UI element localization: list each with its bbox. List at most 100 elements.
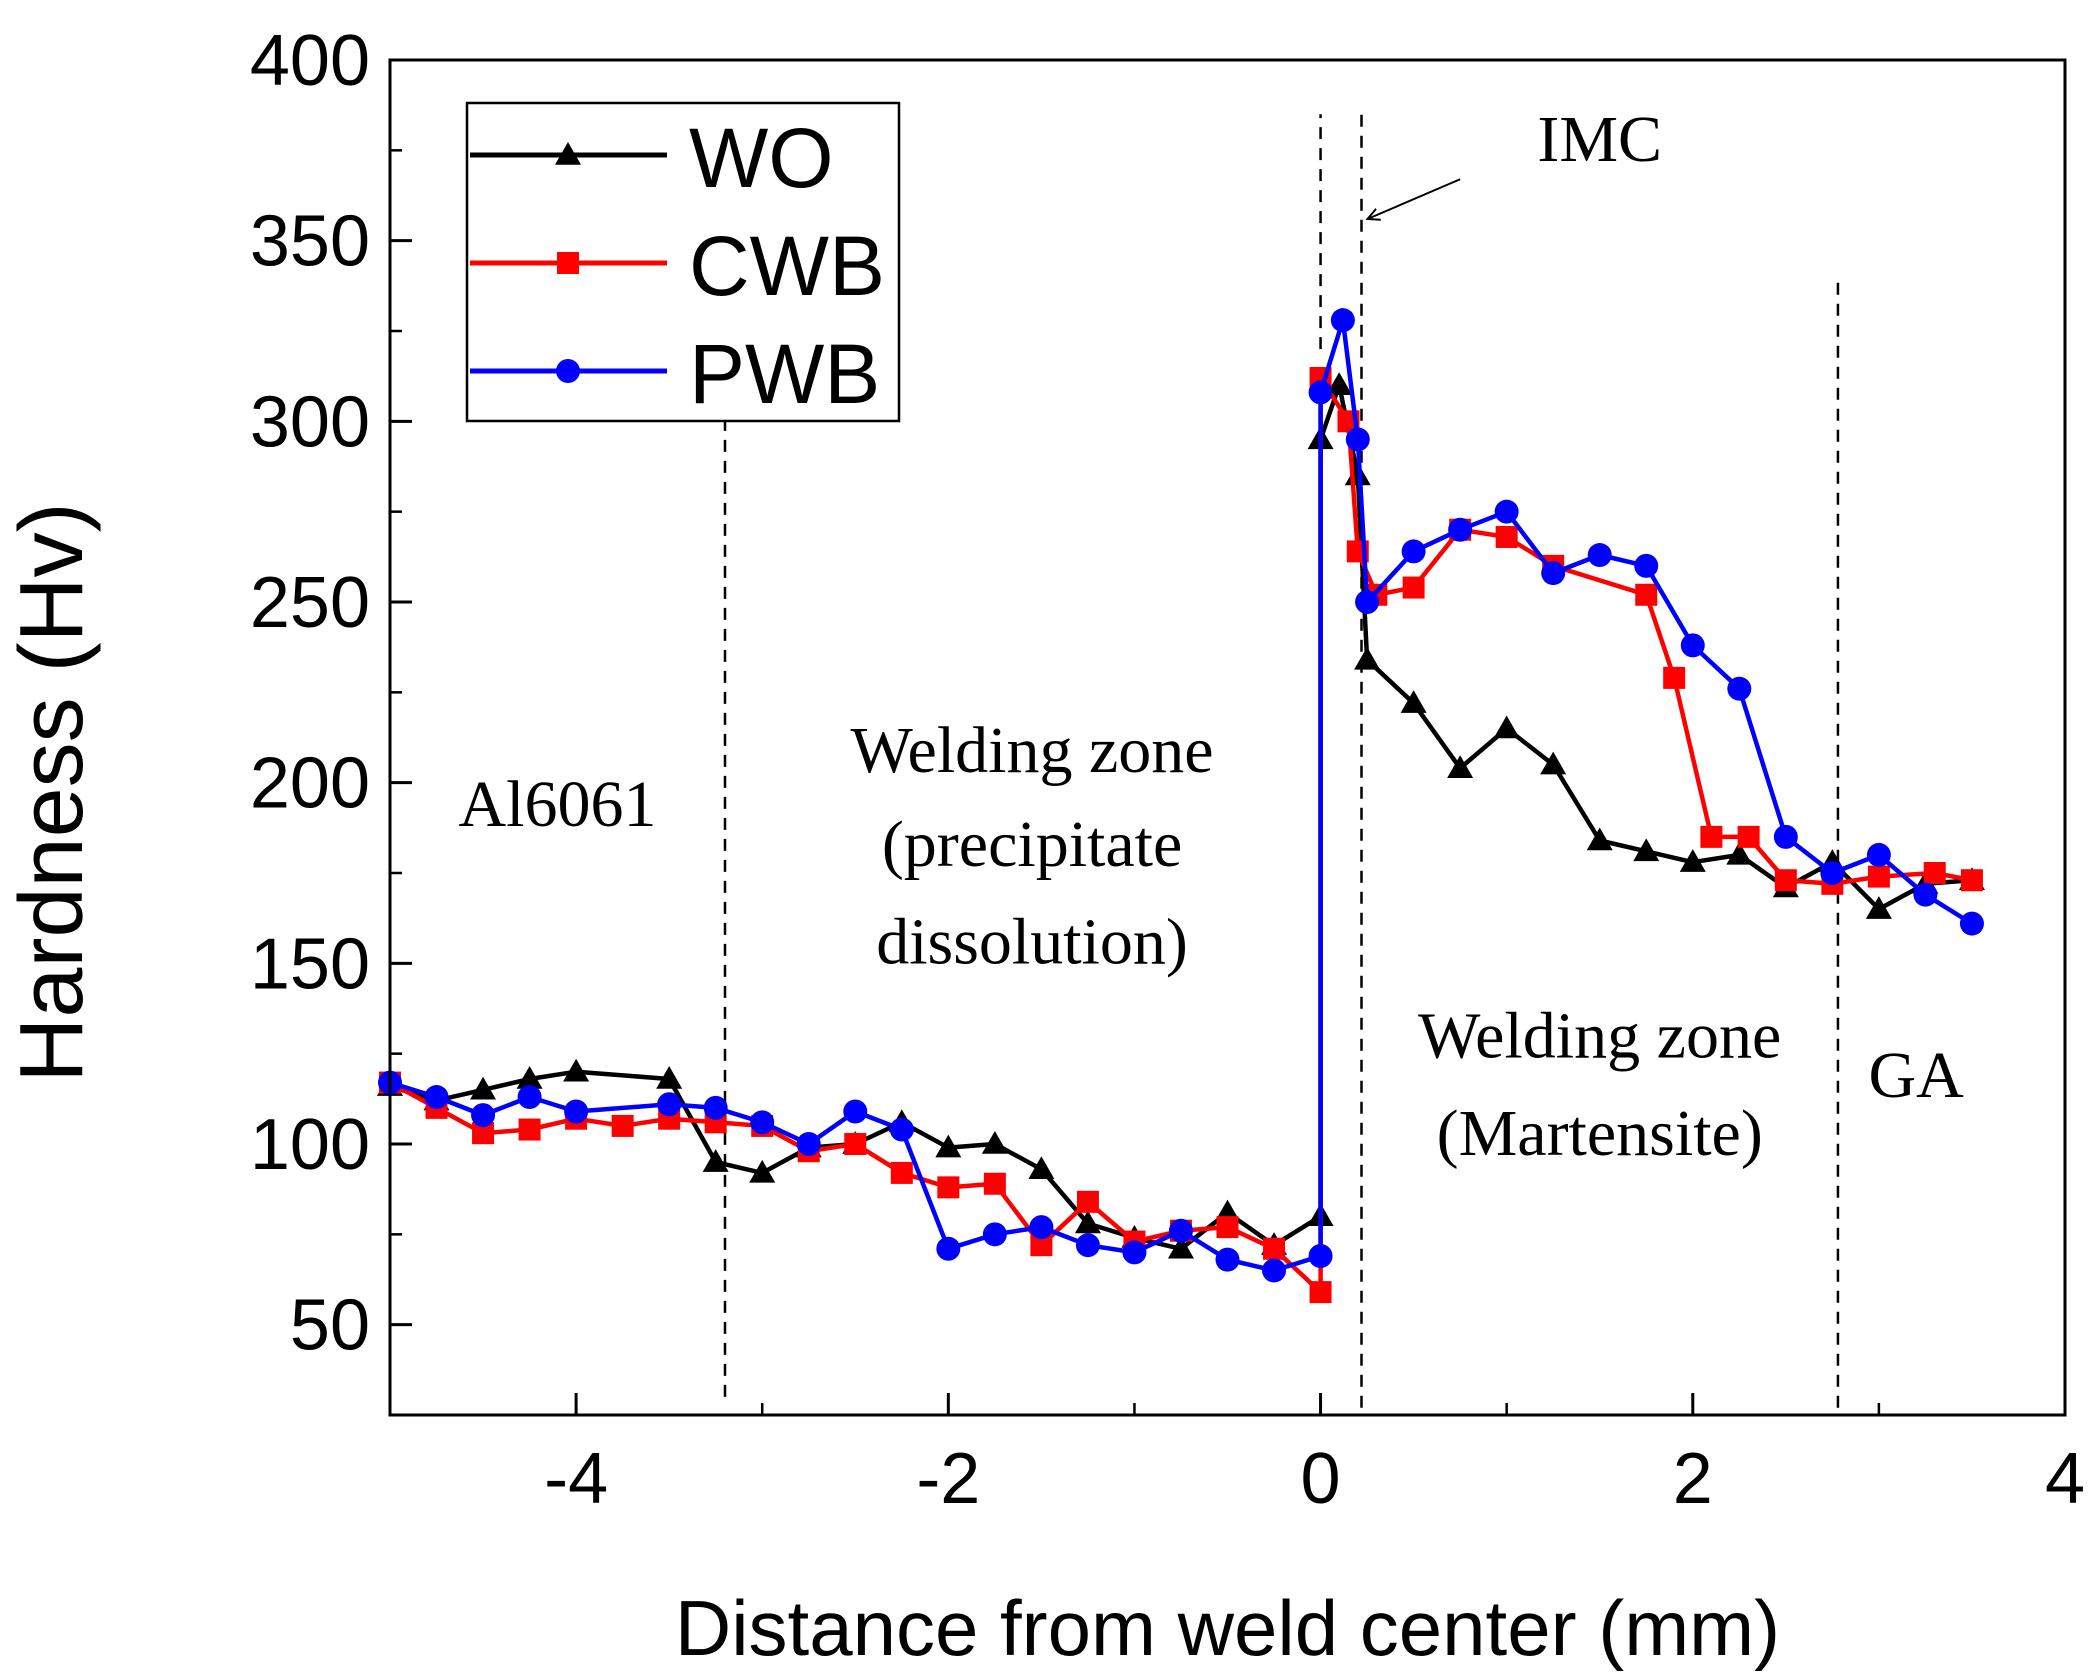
data-point-wo [470,1076,497,1100]
data-point-wo [1326,372,1353,395]
data-point-cwb [1216,1216,1239,1239]
data-point-pwb [564,1099,589,1124]
data-point-pwb [1262,1258,1287,1283]
data-point-pwb [471,1103,496,1128]
series-pwb [378,308,1984,1283]
data-point-cwb [1635,583,1658,606]
data-point-pwb [982,1222,1007,1247]
annotation: GA [1868,1039,1964,1112]
x-tick-label: -2 [916,1439,980,1519]
data-point-cwb [611,1114,634,1137]
legend-label-pwb: PWB [689,327,880,421]
data-point-cwb [1030,1234,1053,1257]
data-point-cwb [1402,576,1425,599]
data-point-pwb [936,1236,961,1261]
data-point-wo [702,1149,729,1172]
data-point-pwb [1122,1240,1147,1265]
x-tick-label: 2 [1673,1439,1713,1519]
data-point-wo [1586,827,1613,851]
annotation: (precipitate [882,808,1182,881]
legend-item-pwb: PWB [470,327,880,421]
data-point-pwb [1448,517,1473,542]
data-point-pwb [1680,633,1705,658]
data-point-pwb [1494,499,1519,524]
data-point-cwb [937,1176,960,1199]
legend-label-wo: WO [689,111,834,205]
data-point-cwb [1960,869,1983,892]
data-point-wo [1400,690,1427,713]
data-point-pwb [1308,1244,1333,1269]
data-point-cwb [844,1133,867,1155]
data-point-pwb [843,1099,868,1124]
data-point-cwb [472,1122,495,1145]
legend-label-cwb: CWB [689,219,885,313]
x-tick-label: 4 [2045,1439,2085,1519]
data-point-pwb [1355,590,1380,614]
data-point-cwb [518,1118,541,1141]
data-point-wo [935,1134,962,1158]
y-tick-label: 50 [290,1286,370,1366]
y-tick-label: 350 [250,202,370,282]
data-point-cwb [1263,1237,1286,1260]
legend: WO CWB PWB [465,101,901,423]
data-point-wo [1540,751,1567,775]
data-point-pwb [1820,861,1845,885]
data-point-pwb [1401,539,1426,564]
x-tick-label: 0 [1301,1439,1341,1519]
data-point-pwb [889,1117,914,1142]
plot-frame [388,58,2067,1417]
y-tick-label: 150 [250,924,370,1004]
data-point-cwb [1495,525,1518,548]
data-point-cwb [1737,825,1760,848]
data-point-wo [656,1065,683,1089]
reference-lines [723,114,1840,1408]
data-point-pwb [1075,1233,1100,1258]
data-point-cwb [1867,865,1890,888]
data-point-pwb [1168,1218,1193,1243]
data-point-pwb [703,1095,728,1120]
data-point-cwb [1774,869,1797,892]
data-point-pwb [1308,380,1333,405]
x-axis-label: Distance from weld center (mm) [675,1584,1780,1672]
imc-arrow [1368,178,1461,219]
data-point-wo [1447,755,1474,778]
data-point-cwb [1923,862,1946,884]
legend-marker-pwb [556,359,580,383]
data-point-cwb [890,1161,913,1184]
data-point-pwb [1866,842,1891,867]
data-point-wo [1354,646,1381,670]
data-point-pwb [657,1092,682,1117]
tick-labels: -4 -2 0 2 4 50 100 150 200 250 300 350 400 [250,21,2085,1519]
data-point-pwb [1029,1215,1054,1240]
data-point-pwb [1959,911,1984,936]
data-point-cwb [1700,825,1723,848]
data-point-pwb [1773,824,1798,849]
y-tick-label: 200 [250,744,370,824]
data-point-pwb [796,1132,821,1156]
y-axis-label: Hardness (Hv) [2,502,102,1082]
data-point-wo [1167,1235,1194,1259]
legend-marker-cwb [557,252,579,274]
y-tick-label: 250 [250,563,370,643]
data-point-wo [516,1065,543,1089]
data-point-pwb [1345,427,1370,452]
data-point-wo [1074,1210,1101,1234]
legend-item-cwb: CWB [470,219,885,313]
annotation: IMC [1537,103,1662,176]
data-point-pwb [1727,676,1752,701]
annotation: Welding zone [851,714,1214,787]
annotation: (Martensite) [1437,1097,1763,1170]
data-point-wo [1726,841,1753,865]
data-point-pwb [750,1110,775,1135]
data-point-cwb [983,1172,1006,1195]
y-tick-label: 100 [250,1105,370,1185]
annotations: IMC Al6061 Welding zone (precipitate dissolu… [459,103,1965,1170]
annotation: Welding zone [1418,999,1781,1072]
y-tick-label: 300 [250,382,370,462]
data-point-cwb [1076,1190,1099,1213]
data-point-pwb [424,1085,449,1110]
data-point-pwb [1913,882,1938,907]
data-point-pwb [517,1085,542,1110]
data-point-wo [1865,896,1892,919]
data-point-wo [749,1159,776,1183]
